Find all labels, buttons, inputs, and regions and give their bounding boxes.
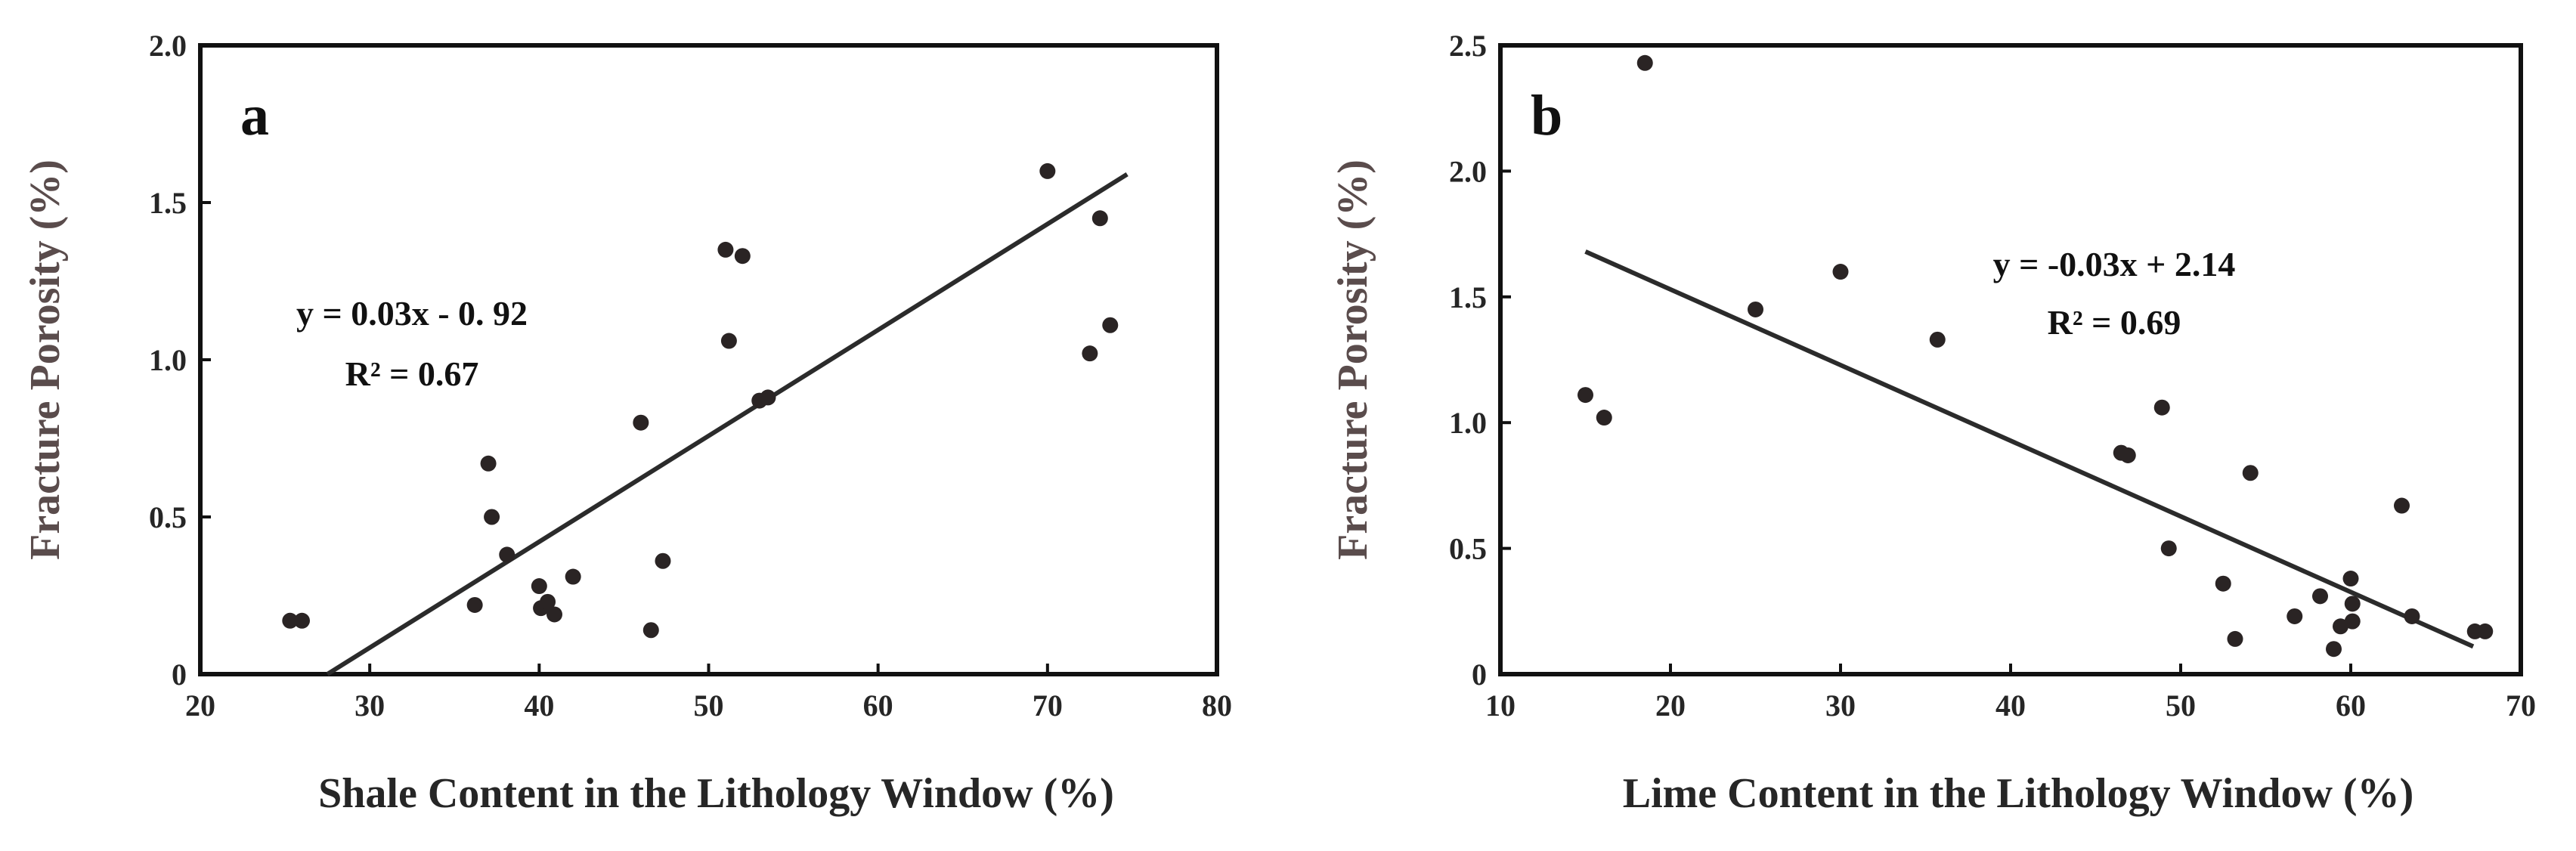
x-tick-label: 70 — [2506, 689, 2536, 723]
data-point — [2477, 623, 2494, 639]
x-tick-label: 60 — [2336, 689, 2366, 723]
data-point — [1577, 387, 1593, 404]
data-point — [2344, 596, 2361, 612]
data-point — [531, 578, 547, 595]
x-tick-label: 50 — [694, 689, 724, 723]
data-point — [1091, 210, 1108, 227]
x-tick-label: 60 — [863, 689, 893, 723]
data-point — [546, 606, 563, 623]
data-point — [540, 593, 556, 610]
data-point — [760, 389, 776, 406]
r-squared-label: R² = 0.67 — [345, 354, 479, 393]
data-point — [2404, 608, 2420, 624]
regression-equation: y = -0.03x + 2.14 — [1993, 245, 2236, 283]
x-tick-label: 30 — [355, 689, 385, 723]
data-point — [2119, 447, 2136, 463]
data-point — [1748, 301, 1763, 317]
y-tick-label: 0 — [172, 658, 187, 692]
data-point — [2333, 618, 2348, 635]
data-point — [642, 622, 659, 639]
panel-label: a — [240, 84, 269, 147]
data-point — [2287, 608, 2303, 624]
y-tick-label: 0.5 — [149, 500, 187, 534]
y-tick-label: 1.5 — [149, 186, 187, 220]
data-point — [2227, 630, 2243, 647]
data-point — [1596, 410, 1612, 426]
y-tick-label: 2.0 — [1449, 154, 1487, 188]
y-axis-title: Fracture Porosity (%) — [22, 159, 69, 560]
r-squared-label: R² = 0.69 — [2048, 303, 2181, 342]
panel-label: b — [1531, 84, 1562, 147]
trendline — [326, 172, 1129, 676]
data-point — [1636, 54, 1653, 71]
data-point — [633, 414, 649, 431]
data-point — [720, 333, 737, 349]
data-point — [2242, 465, 2259, 481]
data-point — [734, 248, 751, 265]
data-point — [2160, 540, 2177, 557]
x-tick-label: 30 — [1825, 689, 1856, 723]
y-tick-label: 1.0 — [149, 343, 187, 377]
y-tick-label: 1.5 — [1449, 280, 1487, 314]
y-axis-title: Fracture Porosity (%) — [1330, 159, 1376, 560]
x-tick-label: 10 — [1485, 689, 1516, 723]
x-axis-title: Lime Content in the Lithology Window (%) — [1623, 770, 2413, 817]
data-point — [2342, 571, 2359, 587]
data-point — [2153, 399, 2170, 416]
data-point — [1039, 162, 1056, 179]
x-tick-label: 80 — [1202, 689, 1232, 723]
data-point — [466, 596, 483, 613]
y-tick-label: 0.5 — [1449, 532, 1487, 566]
regression-equation: y = 0.03x - 0. 92 — [296, 294, 528, 333]
data-point — [655, 552, 671, 569]
y-tick-label: 0 — [1472, 658, 1487, 692]
plot-frame — [1498, 43, 2523, 676]
x-tick-label: 70 — [1033, 689, 1063, 723]
chart-panel-b: 10 20 30 40 50 60 70 0 0.5 1.0 1.5 2.0 2.5 Lime Conte… — [1330, 29, 2536, 817]
data-point — [2312, 588, 2328, 605]
x-tick-label: 20 — [1655, 689, 1686, 723]
data-point — [499, 546, 516, 563]
data-point — [565, 568, 581, 585]
y-tick-label: 1.0 — [1449, 406, 1487, 440]
data-point — [717, 241, 734, 258]
x-tick-label: 40 — [524, 689, 554, 723]
trendline — [1584, 249, 2475, 649]
data-point — [2215, 575, 2231, 592]
data-point — [2326, 641, 2342, 658]
x-tick-label: 40 — [1995, 689, 2026, 723]
data-point — [1832, 264, 1849, 280]
x-tick-label: 20 — [185, 689, 215, 723]
data-point — [294, 612, 310, 629]
chart-panel-a: 20 30 40 50 60 70 80 0 0.5 1.0 1.5 2.0 Shale Content… — [22, 29, 1232, 817]
data-point — [2394, 497, 2410, 514]
data-point — [1929, 331, 1946, 348]
y-tick-label: 2.0 — [149, 29, 187, 63]
y-tick-label: 2.5 — [1449, 29, 1487, 63]
data-point — [480, 455, 497, 472]
data-point — [484, 509, 500, 525]
data-point — [1082, 345, 1098, 362]
x-tick-label: 50 — [2166, 689, 2196, 723]
data-point — [2344, 613, 2361, 630]
data-point — [1102, 317, 1119, 333]
data-point — [282, 612, 299, 629]
x-axis-title: Shale Content in the Lithology Window (%… — [318, 770, 1114, 817]
